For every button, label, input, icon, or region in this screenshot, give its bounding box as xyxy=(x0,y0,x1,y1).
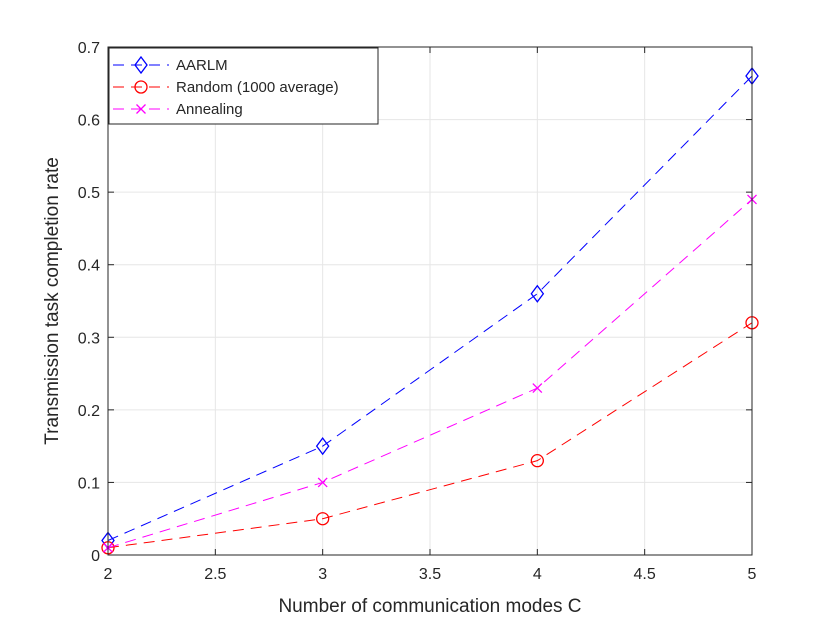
y-tick-label: 0.3 xyxy=(78,330,100,347)
data-point-random-1000-average xyxy=(530,454,544,468)
x-tick-label: 4.5 xyxy=(634,566,656,583)
x-tick-label: 2 xyxy=(104,566,113,583)
legend-item-aarlm: AARLM xyxy=(113,55,228,75)
series-aarlm xyxy=(101,66,759,550)
x-tick-label: 5 xyxy=(748,566,757,583)
data-point-random-1000-average xyxy=(316,512,330,526)
legend-marker-random-1000-average xyxy=(134,80,148,94)
x-tick-label: 2.5 xyxy=(204,566,226,583)
legend-label-aarlm: AARLM xyxy=(176,57,228,74)
legend-label-annealing: Annealing xyxy=(176,101,243,118)
legend: AARLM Random (1000 average) Annealing xyxy=(108,47,379,125)
y-axis-title: Transmission task completion rate xyxy=(42,157,63,445)
x-tick-label: 3 xyxy=(318,566,327,583)
data-point-annealing xyxy=(532,383,543,394)
y-tick-label: 0.2 xyxy=(78,403,100,420)
legend-item-random-1000-average: Random (1000 average) xyxy=(113,79,339,96)
y-tick-label: 0.1 xyxy=(78,475,100,492)
legend-marker-annealing xyxy=(136,104,146,114)
data-point-aarlm xyxy=(315,437,330,456)
x-tick-group: 2 2.5 3 3.5 4 4.5 5 xyxy=(104,47,757,583)
data-point-aarlm xyxy=(530,284,545,303)
series-line-random-1000-average xyxy=(107,322,753,549)
y-tick-group: 0 0.1 0.2 0.3 0.4 0.5 0.6 0.7 xyxy=(78,40,752,565)
series-line-annealing xyxy=(107,199,753,549)
legend-box xyxy=(108,47,379,125)
y-tick-label: 0.6 xyxy=(78,113,100,130)
series-line-aarlm xyxy=(107,75,753,541)
data-point-annealing xyxy=(317,477,328,488)
x-tick-label: 4 xyxy=(533,566,542,583)
y-tick-label: 0 xyxy=(91,548,100,565)
y-tick-label: 0.5 xyxy=(78,185,100,202)
x-tick-label: 3.5 xyxy=(419,566,441,583)
x-axis-title: Number of communication modes C xyxy=(278,596,581,617)
series-layer xyxy=(101,66,759,555)
legend-label-random-1000-average: Random (1000 average) xyxy=(176,79,339,96)
y-tick-label: 0.4 xyxy=(78,258,100,275)
y-tick-label: 0.7 xyxy=(78,40,100,57)
legend-item-annealing: Annealing xyxy=(113,101,243,118)
legend-marker-aarlm xyxy=(134,55,148,75)
